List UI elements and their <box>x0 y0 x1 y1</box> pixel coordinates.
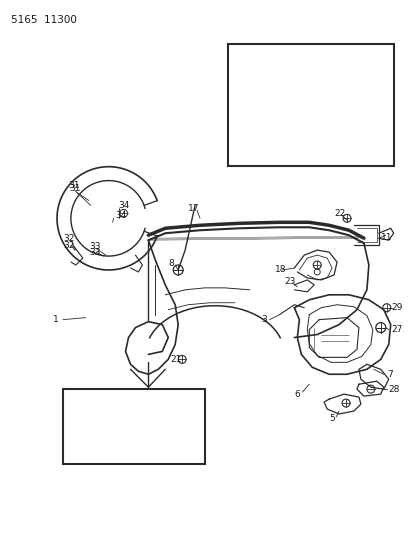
Text: 35: 35 <box>307 75 319 84</box>
Text: 5: 5 <box>329 415 335 423</box>
Text: 32: 32 <box>63 233 74 243</box>
Text: 11: 11 <box>381 233 392 241</box>
Text: 31: 31 <box>68 181 80 190</box>
Text: 33: 33 <box>89 241 100 251</box>
Text: 33: 33 <box>89 248 100 256</box>
Text: 34: 34 <box>119 201 130 210</box>
Text: 27: 27 <box>392 325 403 334</box>
Text: 22: 22 <box>334 209 345 218</box>
Text: 17: 17 <box>234 149 245 158</box>
Text: 9: 9 <box>104 446 109 455</box>
Text: 6: 6 <box>295 390 300 399</box>
Text: 7: 7 <box>387 370 392 379</box>
Text: 3: 3 <box>262 315 267 324</box>
Text: 34: 34 <box>115 211 127 220</box>
Text: 23: 23 <box>284 277 296 286</box>
Text: 29: 29 <box>392 303 403 312</box>
Text: 20: 20 <box>69 447 80 456</box>
Text: 23: 23 <box>233 52 244 61</box>
Text: 29: 29 <box>235 94 246 103</box>
Text: 8: 8 <box>372 151 377 160</box>
Text: 1: 1 <box>53 315 59 324</box>
Text: 18: 18 <box>275 265 286 274</box>
Text: 28: 28 <box>389 385 400 394</box>
Bar <box>228 44 394 166</box>
Text: 21: 21 <box>170 355 182 364</box>
Text: 25: 25 <box>152 400 164 409</box>
Text: 31: 31 <box>69 184 80 193</box>
Text: 32: 32 <box>63 240 74 249</box>
Text: 5165  11300: 5165 11300 <box>11 15 77 25</box>
Bar <box>63 389 205 464</box>
Text: 8: 8 <box>168 259 174 268</box>
Text: 4: 4 <box>374 55 379 64</box>
Text: 17: 17 <box>188 204 200 213</box>
